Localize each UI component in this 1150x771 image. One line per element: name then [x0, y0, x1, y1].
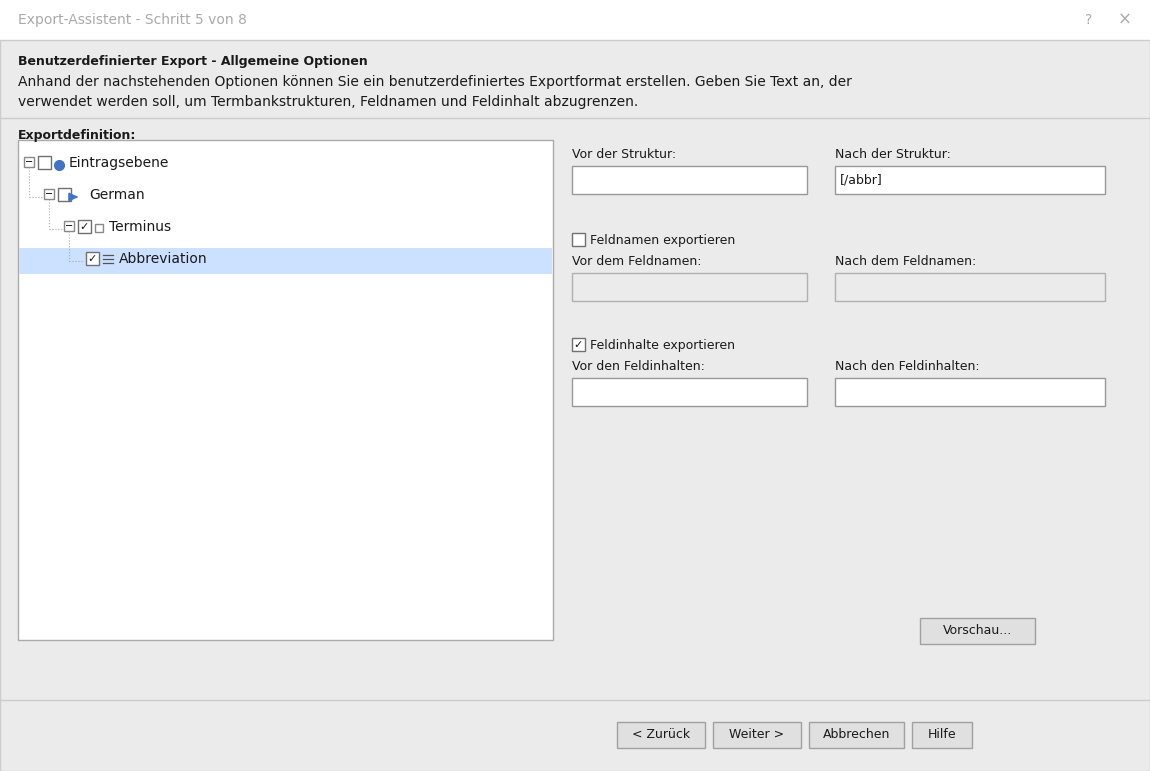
Bar: [572, 338, 585, 351]
Text: Nach den Feldinhalten:: Nach den Feldinhalten:: [835, 360, 980, 373]
Text: ?: ?: [1084, 13, 1092, 27]
Text: Exportdefinition:: Exportdefinition:: [18, 129, 137, 142]
Text: Eintragsebene: Eintragsebene: [69, 156, 169, 170]
Text: ✓: ✓: [87, 254, 98, 264]
Text: Weiter >: Weiter >: [729, 729, 784, 742]
Bar: [713, 722, 802, 748]
Text: Export-Assistent - Schritt 5 von 8: Export-Assistent - Schritt 5 von 8: [18, 13, 247, 27]
Bar: [572, 378, 807, 406]
Bar: [78, 220, 91, 233]
Bar: [835, 166, 1105, 194]
Bar: [18, 140, 553, 640]
Bar: [912, 722, 972, 748]
Bar: [95, 224, 104, 232]
Bar: [38, 156, 51, 169]
Text: Feldinhalte exportieren: Feldinhalte exportieren: [590, 339, 735, 352]
Text: Vorschau...: Vorschau...: [943, 625, 1012, 638]
Text: Nach dem Feldnamen:: Nach dem Feldnamen:: [835, 255, 976, 268]
Bar: [572, 166, 807, 194]
Bar: [44, 189, 54, 199]
Text: ×: ×: [1118, 11, 1132, 29]
Text: −: −: [25, 157, 33, 167]
Bar: [0, 0, 1150, 40]
Text: [/abbr]: [/abbr]: [840, 173, 883, 187]
Bar: [86, 252, 99, 265]
Text: verwendet werden soll, um Termbankstrukturen, Feldnamen und Feldinhalt abzugrenz: verwendet werden soll, um Termbankstrukt…: [18, 95, 638, 109]
Text: Abbrechen: Abbrechen: [822, 729, 890, 742]
Text: Vor den Feldinhalten:: Vor den Feldinhalten:: [572, 360, 705, 373]
Text: German: German: [89, 188, 145, 202]
Text: Nach der Struktur:: Nach der Struktur:: [835, 148, 951, 161]
Text: Terminus: Terminus: [109, 220, 171, 234]
Bar: [64, 221, 74, 231]
Text: ✓: ✓: [79, 222, 90, 232]
Text: Abbreviation: Abbreviation: [118, 252, 208, 266]
Bar: [920, 618, 1035, 644]
Bar: [58, 188, 71, 201]
Bar: [20, 248, 552, 274]
Text: Anhand der nachstehenden Optionen können Sie ein benutzerdefiniertes Exportforma: Anhand der nachstehenden Optionen können…: [18, 75, 852, 89]
Bar: [808, 722, 904, 748]
Text: Hilfe: Hilfe: [928, 729, 957, 742]
Bar: [835, 273, 1105, 301]
Text: −: −: [64, 221, 74, 231]
Text: Feldnamen exportieren: Feldnamen exportieren: [590, 234, 735, 247]
Bar: [835, 378, 1105, 406]
Bar: [572, 233, 585, 246]
Bar: [572, 273, 807, 301]
Text: Vor dem Feldnamen:: Vor dem Feldnamen:: [572, 255, 702, 268]
Text: −: −: [45, 190, 53, 200]
Text: Vor der Struktur:: Vor der Struktur:: [572, 148, 676, 161]
Text: Benutzerdefinierter Export - Allgemeine Optionen: Benutzerdefinierter Export - Allgemeine …: [18, 55, 368, 68]
Text: ✓: ✓: [574, 340, 583, 350]
Bar: [618, 722, 705, 748]
Bar: [24, 157, 34, 167]
Text: < Zurück: < Zurück: [632, 729, 690, 742]
